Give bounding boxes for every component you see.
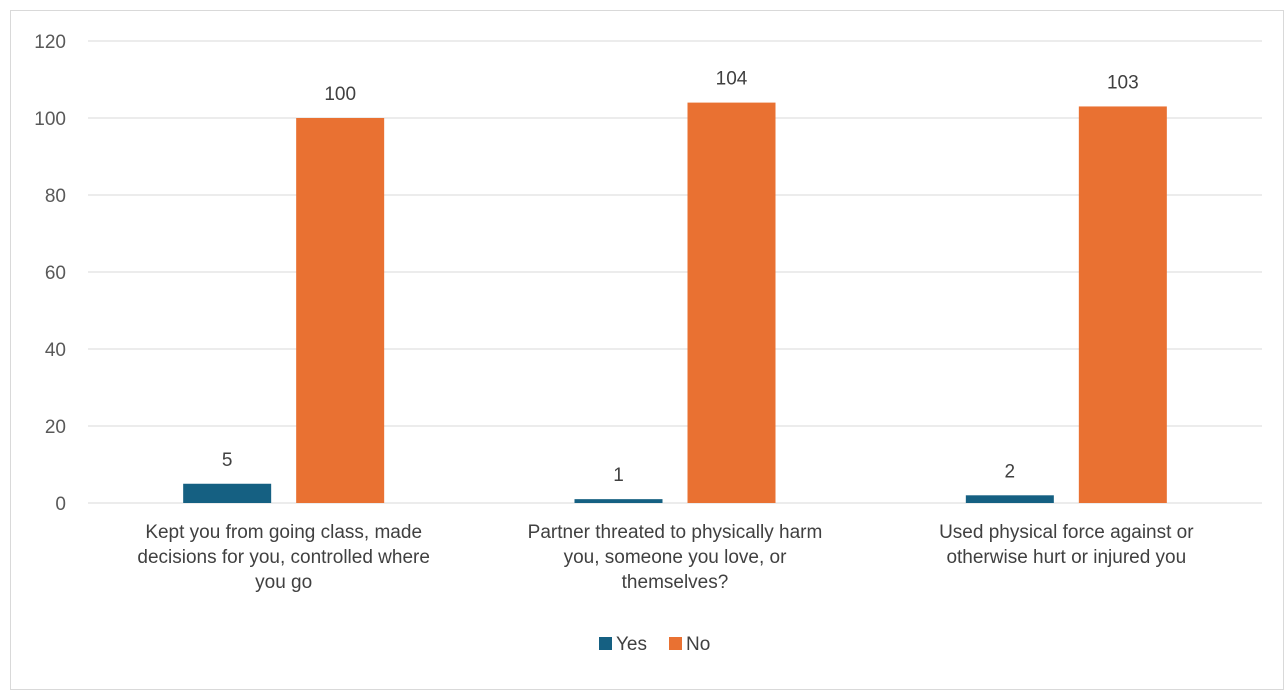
category-label-line: otherwise hurt or injured you bbox=[946, 547, 1186, 568]
category-label-line: themselves? bbox=[622, 572, 729, 593]
y-tick-label: 0 bbox=[55, 494, 66, 515]
y-tick-label: 120 bbox=[34, 32, 66, 53]
legend-label-yes: Yes bbox=[616, 634, 647, 655]
bar-chart: 0 20 40 60 80 100 120 5 100 1 104 2 103 Kept you fr… bbox=[34, 32, 1262, 655]
gridlines bbox=[88, 40, 1262, 504]
data-labels: 5 100 1 104 2 103 bbox=[222, 69, 1139, 487]
legend: Yes No bbox=[599, 634, 710, 655]
bar-no bbox=[296, 118, 385, 503]
y-tick-label: 20 bbox=[45, 417, 66, 438]
bar-yes bbox=[574, 499, 663, 503]
category-label-line: decisions for you, controlled where bbox=[137, 547, 430, 568]
bar-no bbox=[687, 102, 776, 503]
data-label: 5 bbox=[222, 450, 233, 471]
legend-swatch-yes bbox=[599, 637, 612, 650]
category-label-line: Partner threated to physically harm bbox=[528, 522, 823, 543]
y-tick-label: 100 bbox=[34, 109, 66, 130]
legend-swatch-no bbox=[669, 637, 682, 650]
data-label: 104 bbox=[716, 69, 748, 90]
category-label: Kept you from going class, made decisions… bbox=[137, 522, 430, 593]
category-label-line: you go bbox=[255, 572, 312, 593]
legend-label-no: No bbox=[686, 634, 710, 655]
category-label: Partner threated to physically harm you, … bbox=[528, 522, 823, 593]
bar-no bbox=[1078, 106, 1167, 503]
category-label-line: you, someone you love, or bbox=[564, 547, 788, 568]
data-label: 100 bbox=[324, 84, 356, 105]
bar-yes bbox=[965, 495, 1054, 503]
y-tick-label: 60 bbox=[45, 263, 66, 284]
category-label-line: Kept you from going class, made bbox=[145, 522, 422, 543]
category-label-line: Used physical force against or bbox=[939, 522, 1194, 543]
y-tick-label: 80 bbox=[45, 186, 66, 207]
y-tick-label: 40 bbox=[45, 340, 66, 361]
data-label: 1 bbox=[613, 465, 624, 486]
bars bbox=[183, 102, 1167, 503]
y-axis-tick-labels: 0 20 40 60 80 100 120 bbox=[34, 32, 66, 515]
bar-yes bbox=[183, 483, 272, 503]
category-label: Used physical force against or otherwise … bbox=[939, 522, 1194, 568]
data-label: 2 bbox=[1005, 461, 1016, 482]
category-labels: Kept you from going class, made decisions… bbox=[137, 522, 1194, 593]
data-label: 103 bbox=[1107, 72, 1139, 93]
